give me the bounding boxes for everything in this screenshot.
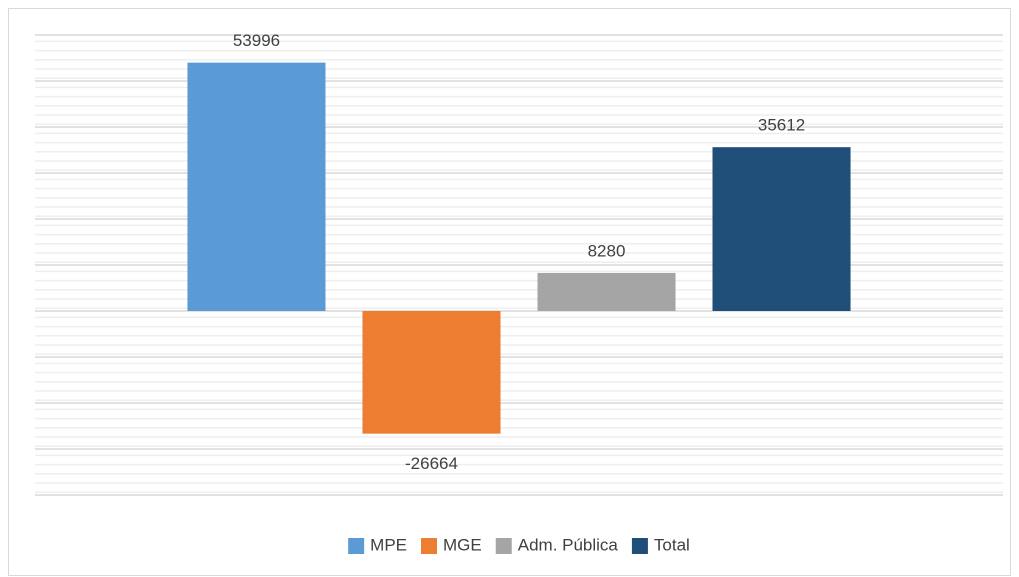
legend-swatch [421, 538, 438, 554]
bar [187, 62, 326, 311]
data-label: 35612 [758, 116, 805, 135]
bar [537, 272, 676, 311]
legend-label: Total [654, 535, 690, 554]
legend-label: MGE [443, 535, 482, 554]
legend-swatch [348, 538, 365, 554]
bar [712, 147, 851, 311]
data-label: 53996 [233, 31, 280, 50]
data-label: 8280 [588, 241, 626, 260]
legend-swatch [495, 538, 512, 554]
legend-swatch [631, 538, 648, 554]
legend-label: MPE [370, 535, 407, 554]
bar [362, 311, 501, 434]
data-label: -26664 [405, 454, 458, 473]
legend-label: Adm. Pública [518, 535, 619, 554]
